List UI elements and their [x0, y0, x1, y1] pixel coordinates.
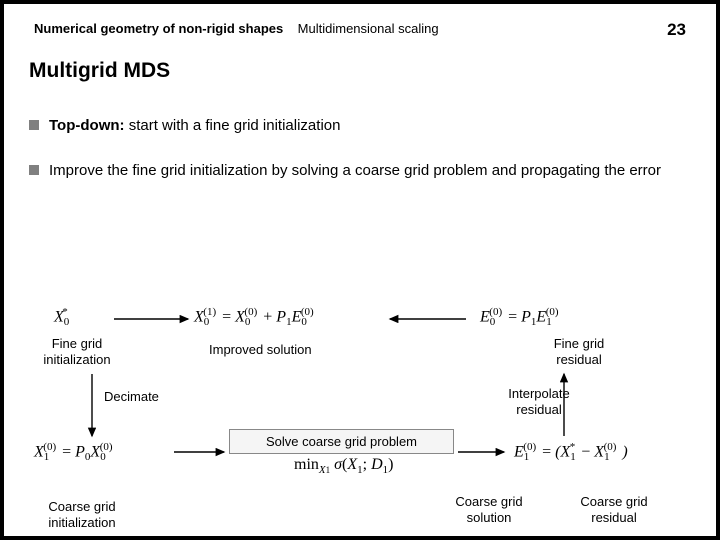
slide-title: Multigrid MDS [29, 59, 170, 83]
label-coarse-init: Coarse grid initialization [32, 499, 132, 530]
bullet-icon [29, 120, 39, 130]
bullet-bold: Top-down: [49, 117, 125, 134]
arrows-svg [4, 4, 716, 536]
bullet-item: Improve the fine grid initialization by … [29, 157, 691, 186]
page-number: 23 [667, 20, 686, 40]
header-course: Numerical geometry of non-rigid shapes [34, 21, 283, 36]
label-improved: Improved solution [209, 342, 312, 358]
bullet-list: Top-down: start with a fine grid initial… [29, 112, 691, 201]
label-coarse-residual: Coarse grid residual [564, 494, 664, 525]
label-fine-init: Fine grid initialization [32, 336, 122, 367]
math-minsigma: minX1 σ(X1; D1) [294, 456, 393, 476]
diagram: X0* X0(1)= X0(0)+ P1E0(0) E0(0)= P1E1(0)… [4, 4, 716, 536]
math-e00-eq: E0(0)= P1E1(0) [480, 306, 565, 329]
bullet-text: start with a fine grid initialization [125, 117, 341, 134]
label-decimate: Decimate [104, 389, 159, 405]
math-e10-eq: E1(0)= (X1*− X1(0)) [514, 441, 628, 464]
label-interpolate: Interpolate residual [494, 386, 584, 417]
label-fine-residual: Fine grid residual [534, 336, 624, 367]
bullet-icon [29, 165, 39, 175]
label-coarse-solution: Coarse grid solution [439, 494, 539, 525]
bullet-item: Top-down: start with a fine grid initial… [29, 112, 691, 141]
header-topic: Multidimensional scaling [298, 21, 439, 36]
math-x0star: X0* [54, 306, 75, 329]
math-x01-eq: X0(1)= X0(0)+ P1E0(0) [194, 306, 320, 329]
bullet-text: Improve the fine grid initialization by … [49, 162, 661, 179]
math-x10-eq: X1(0)= P0X0(0) [34, 441, 119, 464]
solve-box: Solve coarse grid problem [229, 429, 454, 454]
